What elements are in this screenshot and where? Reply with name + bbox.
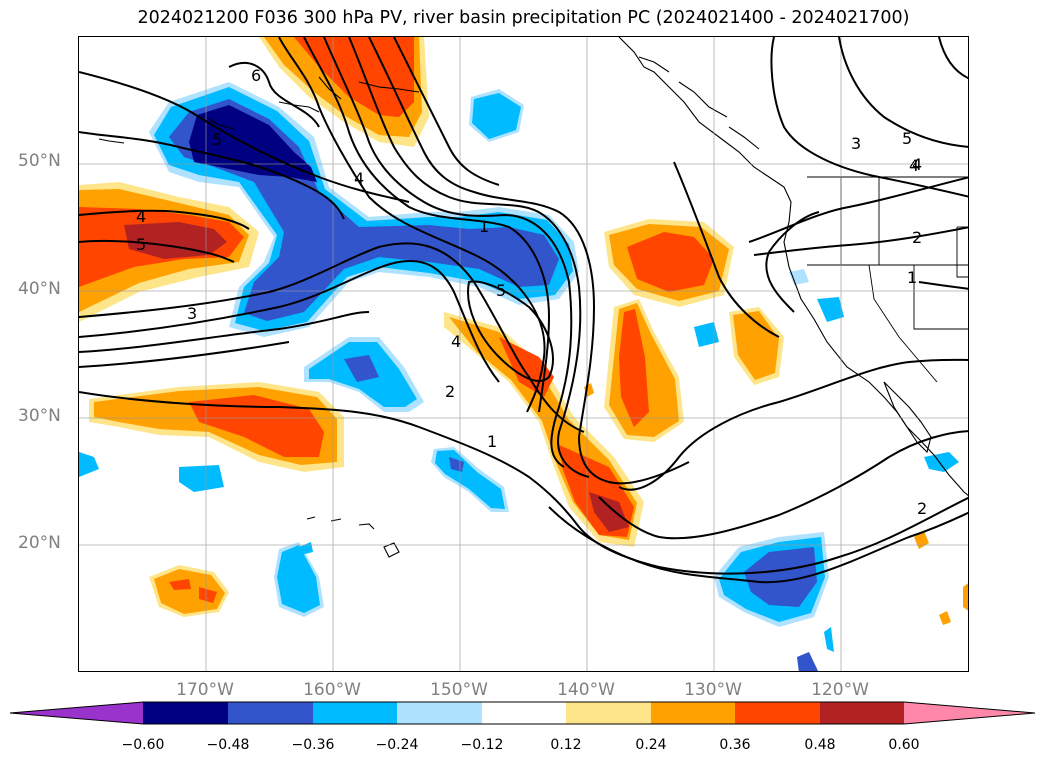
- contour-label: 2: [917, 499, 927, 518]
- contour-label: 3: [851, 134, 861, 153]
- state-borders: [807, 176, 968, 383]
- colorbar-tick: −0.36: [291, 737, 335, 753]
- colorbar-segment: [820, 702, 904, 724]
- contour-label: 2: [912, 228, 922, 247]
- colorbar-segment: [904, 702, 1035, 724]
- contour-label: 5: [212, 130, 222, 149]
- lon-label: 170°W: [176, 680, 234, 700]
- lon-label: 160°W: [303, 680, 361, 700]
- lat-label: 40°N: [18, 279, 61, 299]
- colorbar-segment: [10, 702, 143, 724]
- lon-label: 120°W: [811, 680, 869, 700]
- contour-label: 4: [912, 155, 922, 174]
- lon-label: 150°W: [430, 680, 488, 700]
- colorbar-segment: [313, 702, 397, 724]
- colorbar-outline: [9, 701, 1036, 725]
- colorbar-segment: [143, 702, 228, 724]
- contour-label: 1: [479, 217, 489, 236]
- contour-label: 4: [451, 332, 461, 351]
- colorbar-segment: [397, 702, 482, 724]
- colorbar-tick: −0.60: [121, 737, 165, 753]
- precip-positive-regions: [79, 37, 968, 625]
- lat-label: 30°N: [18, 406, 61, 426]
- pv-contours: [79, 37, 968, 584]
- colorbar-tick: −0.48: [206, 737, 250, 753]
- contour-label: 1: [487, 432, 497, 451]
- contour-label: 5: [496, 281, 506, 300]
- map-title: 2024021200 F036 300 hPa PV, river basin …: [137, 8, 910, 28]
- colorbar-tick: 0.12: [550, 737, 582, 753]
- contour-label: 1: [907, 268, 917, 287]
- colorbar-segment: [651, 702, 735, 724]
- colorbar-tick: −0.12: [460, 737, 504, 753]
- colorbar: [9, 701, 1036, 725]
- contour-labels: 6 5 4 5 4 3 4 1 5 4 2 1 3 5 4 2 1 2: [136, 66, 927, 518]
- colorbar-tick: 0.48: [804, 737, 836, 753]
- coastlines: [98, 37, 968, 558]
- colorbar-segment: [566, 702, 651, 724]
- colorbar-tick: −0.24: [375, 737, 419, 753]
- gridlines: [79, 37, 968, 671]
- lat-label: 20°N: [18, 533, 61, 553]
- colorbar-tick: 0.36: [719, 737, 751, 753]
- contour-label: 4: [354, 169, 364, 188]
- contour-label: 3: [187, 304, 197, 323]
- colorbar-tick: 0.24: [635, 737, 667, 753]
- colorbar-tick: 0.60: [888, 737, 920, 753]
- lon-label: 130°W: [684, 680, 742, 700]
- colorbar-segment: [735, 702, 820, 724]
- contour-label: 6: [251, 66, 261, 85]
- lon-label: 140°W: [557, 680, 615, 700]
- contour-label: 2: [445, 382, 455, 401]
- colorbar-segment: [482, 702, 566, 724]
- lat-label: 50°N: [18, 151, 61, 171]
- contour-label: 5: [902, 129, 912, 148]
- colorbar-segment: [228, 702, 313, 724]
- contour-label: 4: [136, 207, 146, 226]
- contour-label: 4: [909, 156, 919, 175]
- map-plot-area: 6 5 4 5 4 3 4 1 5 4 2 1 3 5 4 2 1 2: [78, 36, 969, 672]
- contour-label: 5: [136, 235, 146, 254]
